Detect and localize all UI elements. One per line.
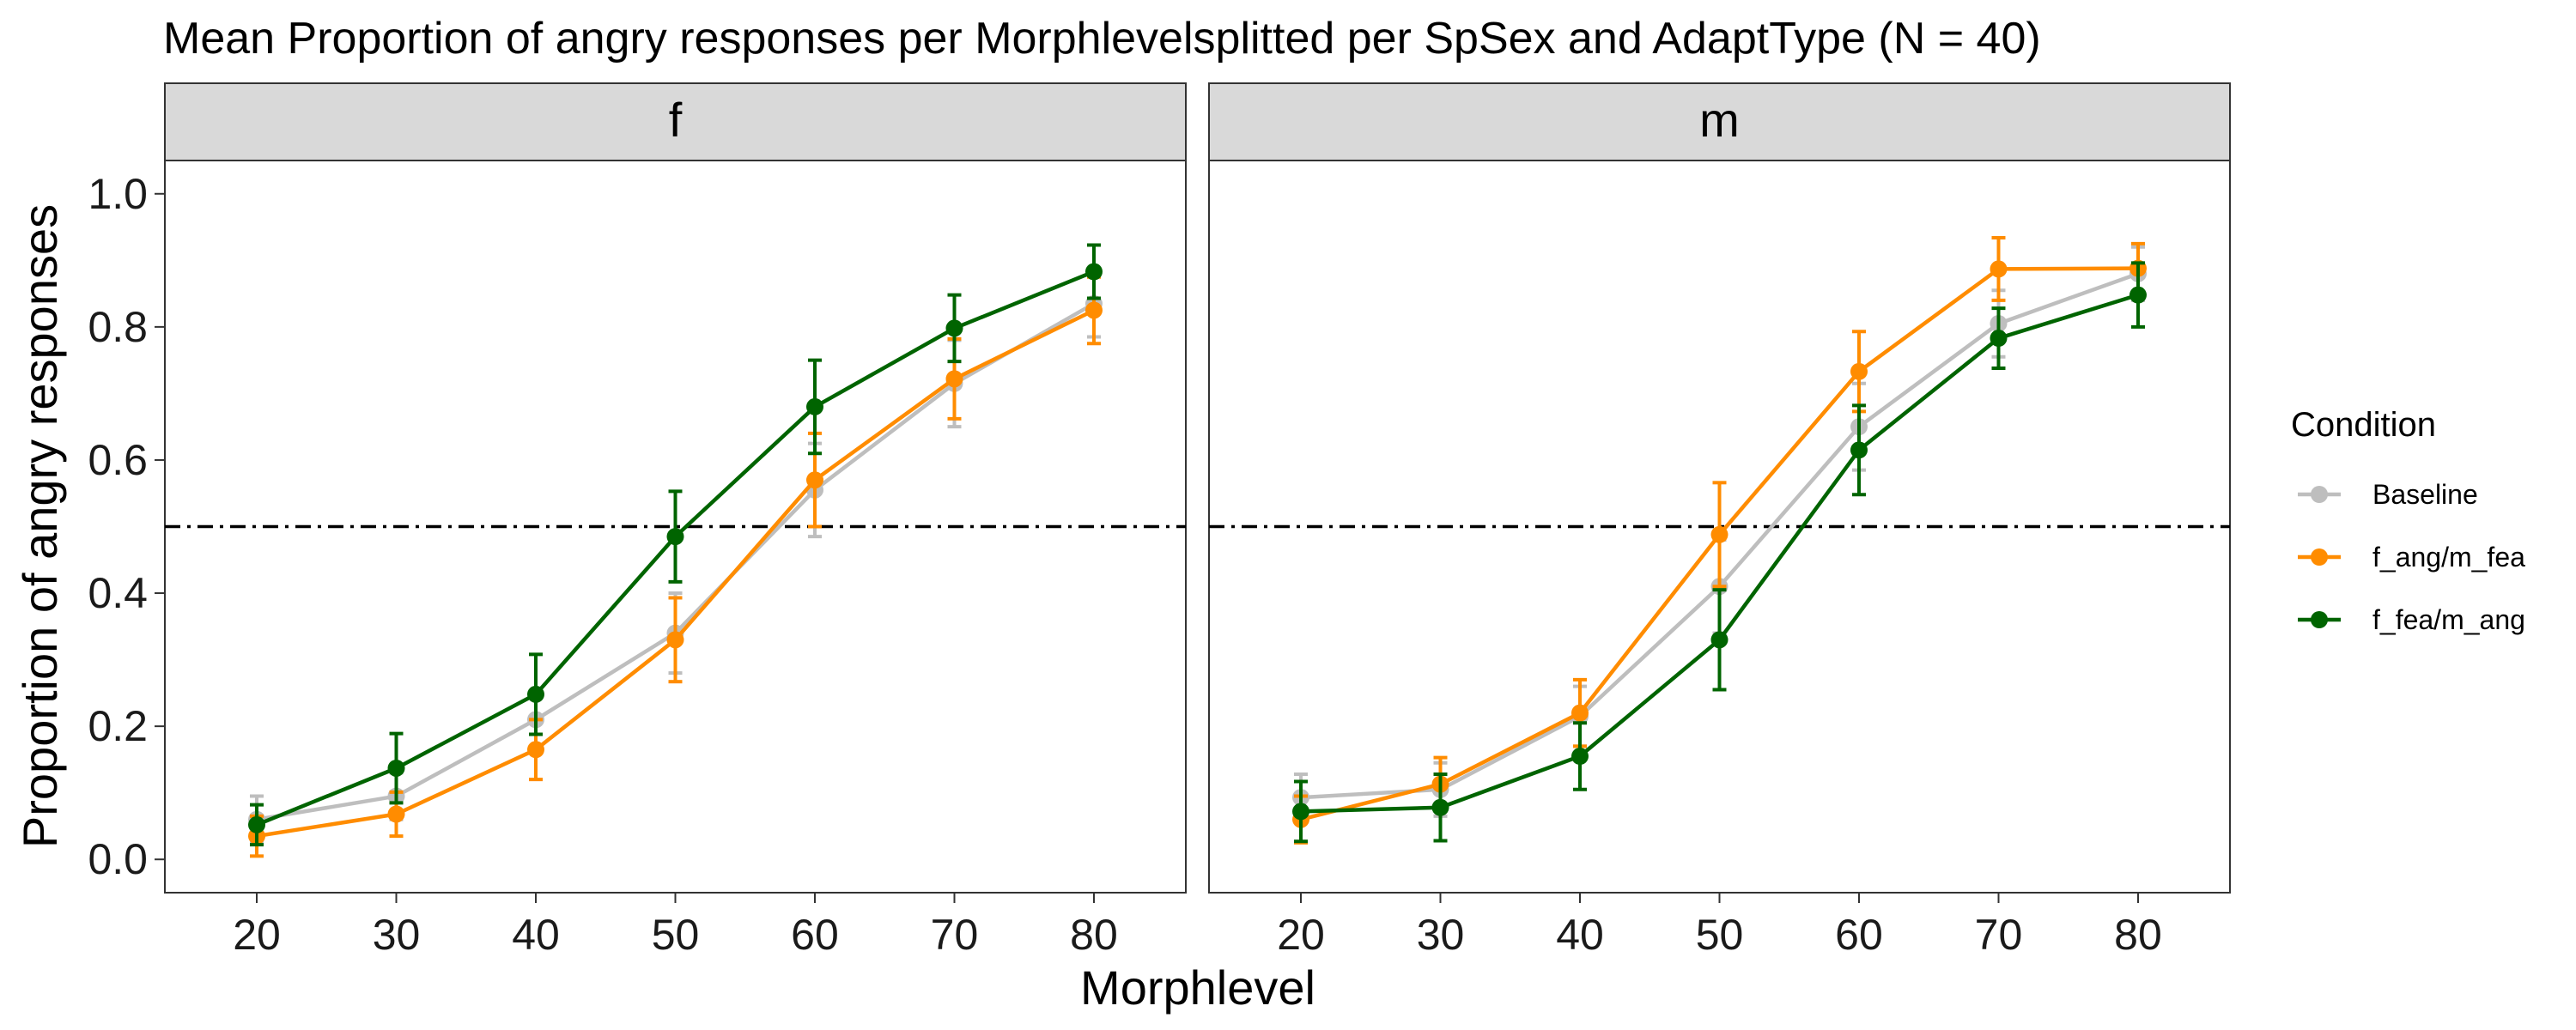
data-point (666, 631, 684, 649)
data-point (1990, 260, 2008, 278)
data-point (1084, 263, 1103, 281)
y-tick-label: 1.0 (88, 170, 148, 218)
data-point (1571, 704, 1589, 722)
data-point (387, 759, 405, 777)
data-point (805, 471, 823, 489)
data-point (666, 528, 684, 546)
data-point (1084, 301, 1103, 319)
data-point (1571, 748, 1589, 766)
data-point (1850, 441, 1868, 459)
data-point (945, 370, 963, 388)
x-tick-label: 60 (1835, 911, 1883, 959)
y-tick-label: 0.0 (88, 835, 148, 883)
legend-key-point (2311, 611, 2328, 628)
series-f-fea-m-ang (1292, 261, 2147, 844)
facet-strip (1208, 82, 2231, 161)
facet-panel-m: m 20 30 40 50 60 70 80 (1208, 82, 2231, 959)
y-tick-label: 0.8 (88, 303, 148, 351)
data-point (945, 319, 963, 337)
x-tick-label: 50 (1696, 911, 1744, 959)
x-tick-label: 40 (512, 911, 560, 959)
x-tick-label: 20 (1277, 911, 1325, 959)
facet-strip-label: m (1699, 93, 1740, 147)
legend: Condition Baseline f_ang/m_fea f_fea/m_ang (2291, 406, 2525, 635)
y-axis-title: Proportion of angry responses (13, 204, 67, 848)
legend-entry: f_ang/m_fea (2298, 542, 2525, 573)
y-tick-label: 0.4 (88, 569, 148, 617)
legend-entry: f_fea/m_ang (2298, 604, 2525, 635)
facet-strip (164, 82, 1187, 161)
x-tick-label: 50 (652, 911, 700, 959)
legend-label: f_fea/m_ang (2372, 604, 2525, 635)
data-point (805, 397, 823, 415)
data-point (1710, 631, 1728, 649)
x-tick-label: 80 (2114, 911, 2162, 959)
data-point (1292, 803, 1310, 821)
x-tick-label: 30 (373, 911, 421, 959)
data-point (1990, 330, 2008, 348)
legend-label: f_ang/m_fea (2372, 542, 2525, 573)
y-tick-label: 0.6 (88, 436, 148, 484)
x-tick-label: 60 (791, 911, 839, 959)
data-point (1710, 525, 1728, 543)
chart-title: Mean Proportion of angry responses per M… (163, 14, 2041, 64)
x-axis-title: Morphlevel (1080, 960, 1315, 1015)
data-point (527, 741, 545, 759)
series-f-fea-m-ang (248, 243, 1103, 847)
x-tick-label: 30 (1417, 911, 1465, 959)
legend-key-point (2311, 486, 2328, 503)
legend-title: Condition (2291, 406, 2436, 444)
facet-panels: f 0.0 0.2 0.4 0.6 0.8 1.0 20 30 40 50 60 70 80 m 20 30 40… (88, 82, 2231, 959)
facet-panel-f: f 0.0 0.2 0.4 0.6 0.8 1.0 20 30 40 50 60 70 80 (88, 82, 1187, 959)
x-tick-label: 40 (1556, 911, 1604, 959)
data-point (527, 685, 545, 703)
legend-label: Baseline (2372, 479, 2478, 510)
series-f-ang-m-fea (1292, 235, 2147, 845)
x-tick-label: 70 (1975, 911, 2023, 959)
legend-key-point (2311, 548, 2328, 566)
data-point (1431, 798, 1449, 816)
legend-entry: Baseline (2298, 479, 2478, 510)
x-tick-label: 70 (931, 911, 979, 959)
data-point (1850, 362, 1868, 380)
data-point (2129, 286, 2147, 304)
y-tick-label: 0.2 (88, 702, 148, 750)
x-tick-label: 80 (1070, 911, 1118, 959)
x-tick-label: 20 (233, 911, 281, 959)
facet-strip-label: f (669, 93, 683, 147)
data-point (248, 815, 266, 833)
data-point (387, 805, 405, 823)
